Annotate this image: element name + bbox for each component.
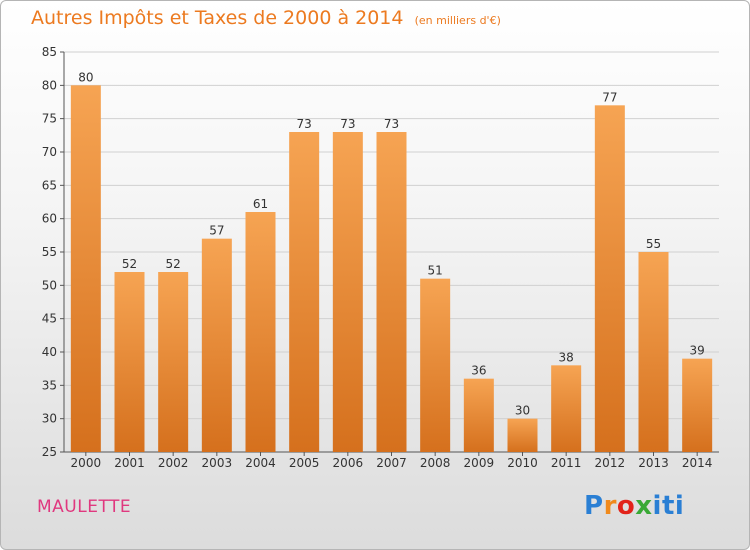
- y-tick-labels: 25 30 35 40 45 50 55 60 65 70 75 80 85: [42, 45, 57, 459]
- y-tick-label: 50: [42, 278, 57, 292]
- data-label-2008: 51: [428, 264, 443, 278]
- bar-2009: [463, 378, 494, 452]
- bar-2012: [594, 105, 625, 452]
- y-tick-label: 40: [42, 345, 57, 359]
- data-label-2006: 73: [340, 117, 355, 131]
- y-tick-label: 80: [42, 78, 57, 92]
- x-tick-label: 2009: [464, 456, 495, 470]
- data-label-2007: 73: [384, 117, 399, 131]
- bars: [70, 85, 713, 452]
- data-label-2005: 73: [297, 117, 312, 131]
- y-tick-label: 55: [42, 245, 57, 259]
- x-tick-label: 2005: [289, 456, 320, 470]
- y-tick-label: 30: [42, 412, 57, 426]
- x-tick-label: 2011: [551, 456, 582, 470]
- x-tick-label: 2008: [420, 456, 451, 470]
- x-tick-label: 2007: [376, 456, 407, 470]
- y-tick-label: 45: [42, 312, 57, 326]
- x-tick-label: 2002: [158, 456, 189, 470]
- data-label-2001: 52: [122, 257, 137, 271]
- data-label-2009: 36: [471, 364, 486, 378]
- x-tick-labels: 2000 2001 2002 2003 2004 2005 2006 2007 2008 2009…: [71, 452, 713, 470]
- bar-2007: [376, 132, 407, 452]
- data-label-2013: 55: [646, 237, 661, 251]
- x-tick-label: 2013: [638, 456, 669, 470]
- y-tick-label: 70: [42, 145, 57, 159]
- bar-2005: [289, 132, 320, 452]
- bar-2001: [114, 272, 145, 452]
- y-tick-label: 65: [42, 178, 57, 192]
- data-label-2011: 38: [559, 350, 574, 364]
- data-label-2000: 80: [78, 70, 93, 84]
- bar-2013: [638, 252, 669, 452]
- data-labels: 80 52 52 57 61 73 73 73 51 36 30 38 77 55 39: [78, 70, 705, 417]
- data-label-2002: 52: [166, 257, 181, 271]
- y-tick-label: 60: [42, 212, 57, 226]
- bar-2006: [332, 132, 363, 452]
- data-label-2004: 61: [253, 197, 268, 211]
- chart-title-block: Autres Impôts et Taxes de 2000 à 2014 (e…: [31, 7, 501, 29]
- commune-name: MAULETTE: [37, 497, 132, 517]
- x-tick-label: 2010: [507, 456, 538, 470]
- data-label-2003: 57: [209, 224, 224, 238]
- x-tick-label: 2012: [595, 456, 626, 470]
- x-tick-label: 2001: [114, 456, 145, 470]
- bar-2003: [201, 238, 232, 452]
- y-tick-label: 25: [42, 445, 57, 459]
- bar-2000: [70, 85, 101, 452]
- y-tick-label: 35: [42, 378, 57, 392]
- x-tick-label: 2003: [202, 456, 233, 470]
- x-tick-label: 2014: [682, 456, 713, 470]
- bar-2002: [158, 272, 189, 452]
- x-tick-label: 2000: [71, 456, 102, 470]
- data-label-2012: 77: [602, 90, 617, 104]
- bar-2004: [245, 212, 276, 452]
- x-tick-label: 2006: [333, 456, 364, 470]
- chart-title: Autres Impôts et Taxes de 2000 à 2014: [31, 7, 404, 29]
- bar-2010: [507, 418, 538, 452]
- y-tick-label: 75: [42, 112, 57, 126]
- proxiti-logo[interactable]: Proxiti: [584, 491, 685, 521]
- y-tick-label: 85: [42, 45, 57, 59]
- bar-2008: [420, 278, 451, 452]
- data-label-2014: 39: [690, 344, 705, 358]
- data-label-2010: 30: [515, 404, 530, 418]
- x-tick-label: 2004: [245, 456, 276, 470]
- bar-2014: [682, 358, 713, 452]
- bar-2011: [551, 365, 582, 452]
- unit-note: (en milliers d'€): [414, 14, 501, 27]
